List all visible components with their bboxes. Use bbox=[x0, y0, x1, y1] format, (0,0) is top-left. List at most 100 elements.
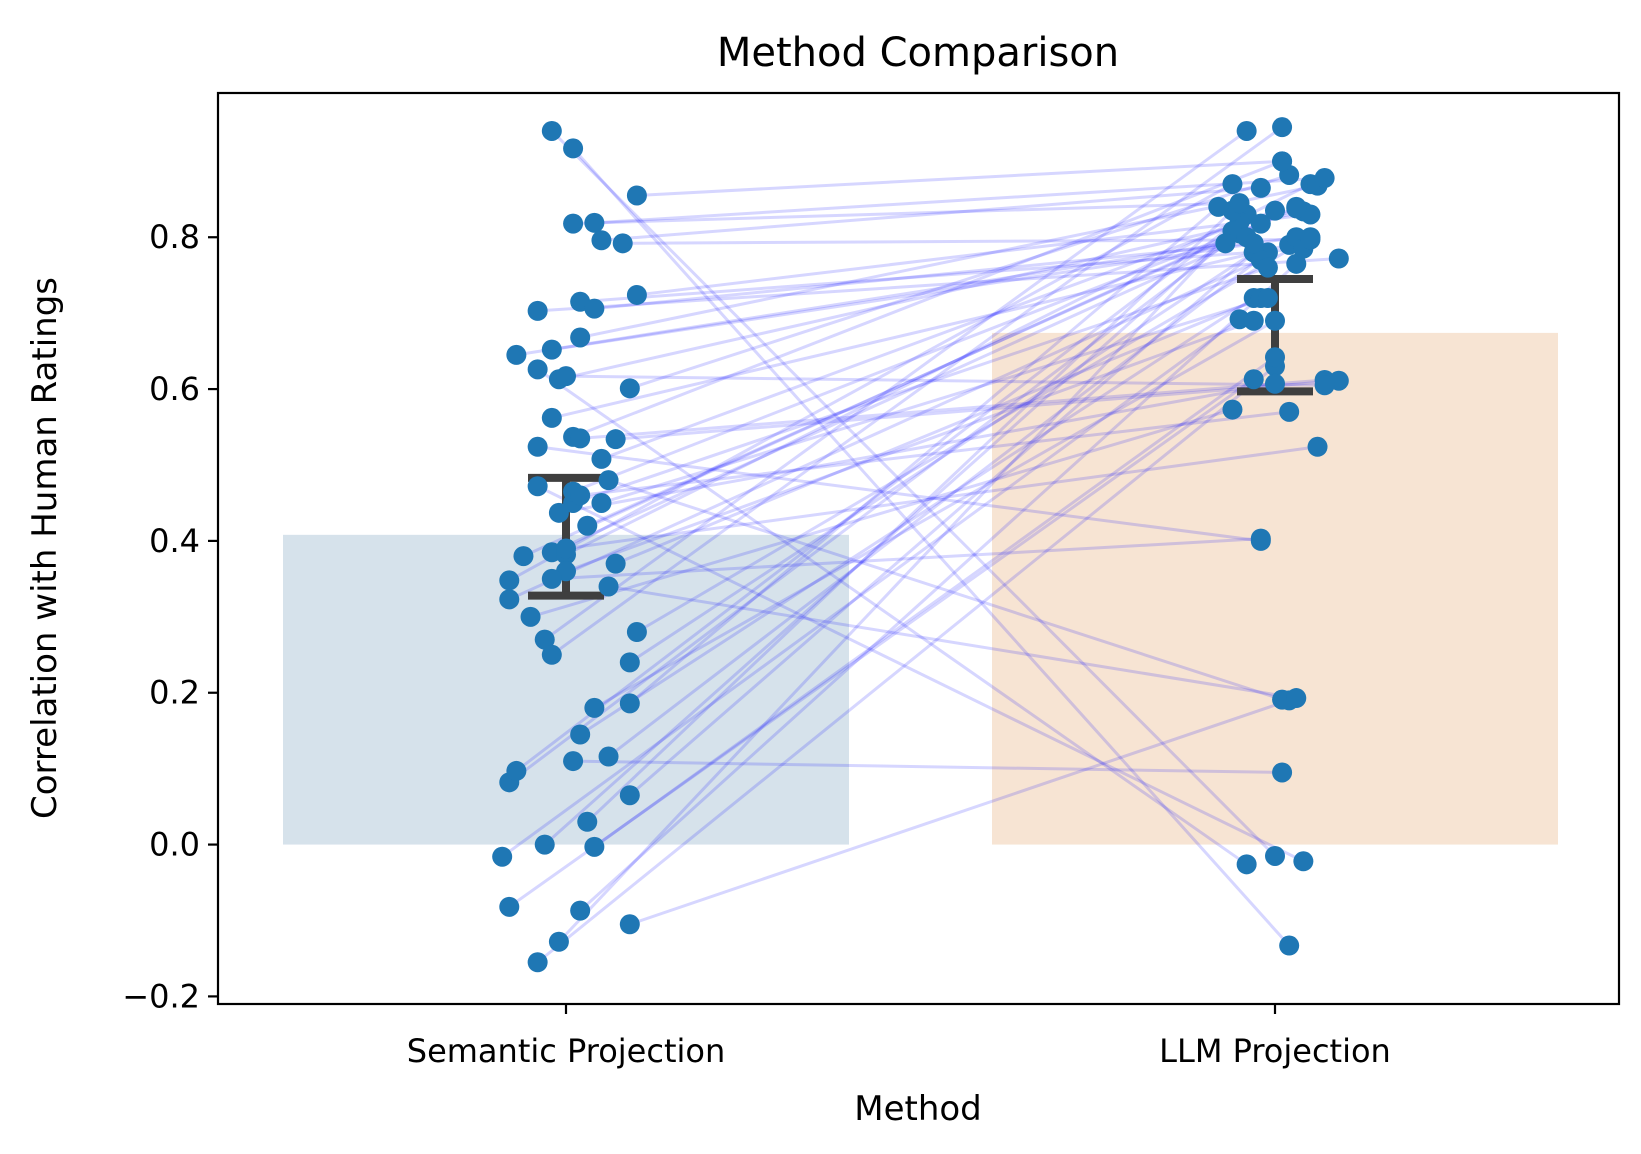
data-point-56-semantic bbox=[598, 470, 619, 491]
data-point-61-semantic bbox=[541, 644, 562, 665]
paired-line-64 bbox=[608, 584, 1297, 700]
paired-line-55 bbox=[580, 410, 1290, 497]
bar-2 bbox=[992, 332, 1558, 845]
data-point-5-semantic bbox=[527, 952, 548, 973]
data-point-22-llm bbox=[1222, 174, 1243, 195]
data-point-29-llm bbox=[1293, 851, 1314, 872]
data-point-54-semantic bbox=[563, 138, 584, 159]
paired-line-21 bbox=[508, 258, 1262, 601]
paired-line-27 bbox=[572, 266, 1269, 505]
paired-line-35 bbox=[580, 378, 1325, 440]
data-point-62-semantic bbox=[577, 515, 598, 536]
x-tick-label: LLM Projection bbox=[1159, 1032, 1391, 1070]
paired-line-19 bbox=[636, 235, 1312, 634]
paired-line-32 bbox=[537, 445, 1262, 543]
x-tick-label: Semantic Projection bbox=[407, 1032, 726, 1070]
data-point-35-semantic bbox=[570, 428, 591, 449]
data-point-44-semantic bbox=[570, 327, 591, 348]
paired-line-10 bbox=[593, 355, 1276, 849]
data-point-16-semantic bbox=[584, 697, 605, 718]
data-point-9-semantic bbox=[534, 834, 555, 855]
data-point-51-semantic bbox=[612, 233, 633, 254]
paired-line-53 bbox=[550, 129, 1277, 858]
y-tick-label: 0.0 bbox=[149, 826, 200, 864]
paired-line-30 bbox=[558, 382, 1276, 515]
paired-line-6 bbox=[557, 221, 1241, 943]
paired-line-20 bbox=[615, 296, 1262, 566]
data-point-33-semantic bbox=[541, 407, 562, 428]
data-point-43-llm bbox=[1328, 248, 1349, 269]
paired-line-2 bbox=[515, 213, 1248, 773]
paired-line-40 bbox=[516, 241, 1226, 357]
paired-line-42 bbox=[565, 374, 1325, 387]
data-point-55-llm bbox=[1279, 401, 1300, 422]
data-point-30-llm bbox=[1265, 373, 1285, 394]
data-point-4-semantic bbox=[499, 896, 520, 917]
paired-line-1 bbox=[508, 232, 1241, 784]
paired-line-18 bbox=[628, 251, 1255, 664]
paired-line-45 bbox=[580, 247, 1304, 304]
paired-line-51 bbox=[622, 238, 1311, 245]
data-point-38-llm bbox=[1236, 854, 1257, 875]
paired-line-50 bbox=[601, 186, 1261, 242]
data-point-61-llm bbox=[1272, 117, 1293, 138]
paired-line-60 bbox=[543, 129, 1248, 641]
data-point-22-semantic bbox=[499, 570, 520, 591]
y-tick-label: −0.2 bbox=[122, 977, 200, 1015]
data-point-17-semantic bbox=[619, 693, 640, 714]
data-point-55-semantic bbox=[570, 485, 591, 506]
paired-line-61 bbox=[550, 125, 1283, 656]
y-tick-label: 0.2 bbox=[149, 674, 200, 712]
plot-frame bbox=[216, 91, 1621, 1006]
data-point-51-llm bbox=[1300, 229, 1321, 250]
data-point-64-semantic bbox=[598, 576, 619, 597]
paired-line-31 bbox=[600, 209, 1276, 461]
data-point-10-semantic bbox=[584, 836, 605, 857]
data-point-50-llm bbox=[1250, 177, 1271, 198]
data-point-37-semantic bbox=[619, 378, 640, 399]
data-point-23-semantic bbox=[513, 546, 534, 567]
paired-line-49 bbox=[594, 176, 1325, 225]
data-point-31-llm bbox=[1265, 200, 1285, 221]
data-point-7-semantic bbox=[570, 900, 591, 921]
paired-line-28 bbox=[572, 222, 1262, 493]
paired-line-59 bbox=[530, 408, 1233, 619]
data-point-31-semantic bbox=[591, 448, 612, 469]
data-point-54-llm bbox=[1279, 935, 1300, 956]
data-point-12-semantic bbox=[619, 785, 640, 806]
data-point-27-llm bbox=[1257, 257, 1278, 278]
paired-line-56 bbox=[608, 478, 1283, 702]
paired-line-3 bbox=[501, 318, 1241, 858]
data-point-21-semantic bbox=[499, 589, 520, 610]
paired-line-11 bbox=[586, 209, 1234, 823]
paired-line-37 bbox=[629, 173, 1290, 390]
data-point-46-semantic bbox=[584, 298, 605, 319]
data-point-63-llm bbox=[1257, 287, 1278, 308]
data-point-57-semantic bbox=[541, 568, 562, 589]
data-point-3-semantic bbox=[492, 846, 513, 867]
data-point-29-semantic bbox=[527, 476, 548, 497]
data-point-53-semantic bbox=[541, 120, 562, 141]
data-point-8-semantic bbox=[619, 914, 640, 935]
data-point-47-semantic bbox=[626, 284, 647, 305]
data-point-11-semantic bbox=[577, 811, 598, 832]
paired-line-4 bbox=[508, 377, 1255, 909]
data-point-58-semantic bbox=[556, 538, 576, 559]
paired-line-38 bbox=[536, 368, 1248, 866]
paired-line-5 bbox=[536, 365, 1276, 964]
paired-lines-layer bbox=[501, 125, 1339, 964]
paired-line-24 bbox=[551, 235, 1248, 554]
paired-line-25 bbox=[565, 182, 1312, 556]
data-point-28-llm bbox=[1250, 213, 1271, 234]
paired-line-41 bbox=[551, 235, 1297, 352]
paired-line-47 bbox=[636, 212, 1311, 297]
data-point-19-semantic bbox=[626, 622, 647, 643]
data-point-40-llm bbox=[1215, 233, 1236, 254]
paired-line-13 bbox=[573, 759, 1283, 774]
data-point-6-semantic bbox=[548, 931, 569, 952]
y-tick-label: 0.8 bbox=[149, 218, 200, 256]
data-point-52-semantic bbox=[626, 185, 647, 206]
paired-line-17 bbox=[628, 205, 1220, 705]
data-point-15-semantic bbox=[570, 724, 591, 745]
paired-line-62 bbox=[586, 207, 1297, 528]
